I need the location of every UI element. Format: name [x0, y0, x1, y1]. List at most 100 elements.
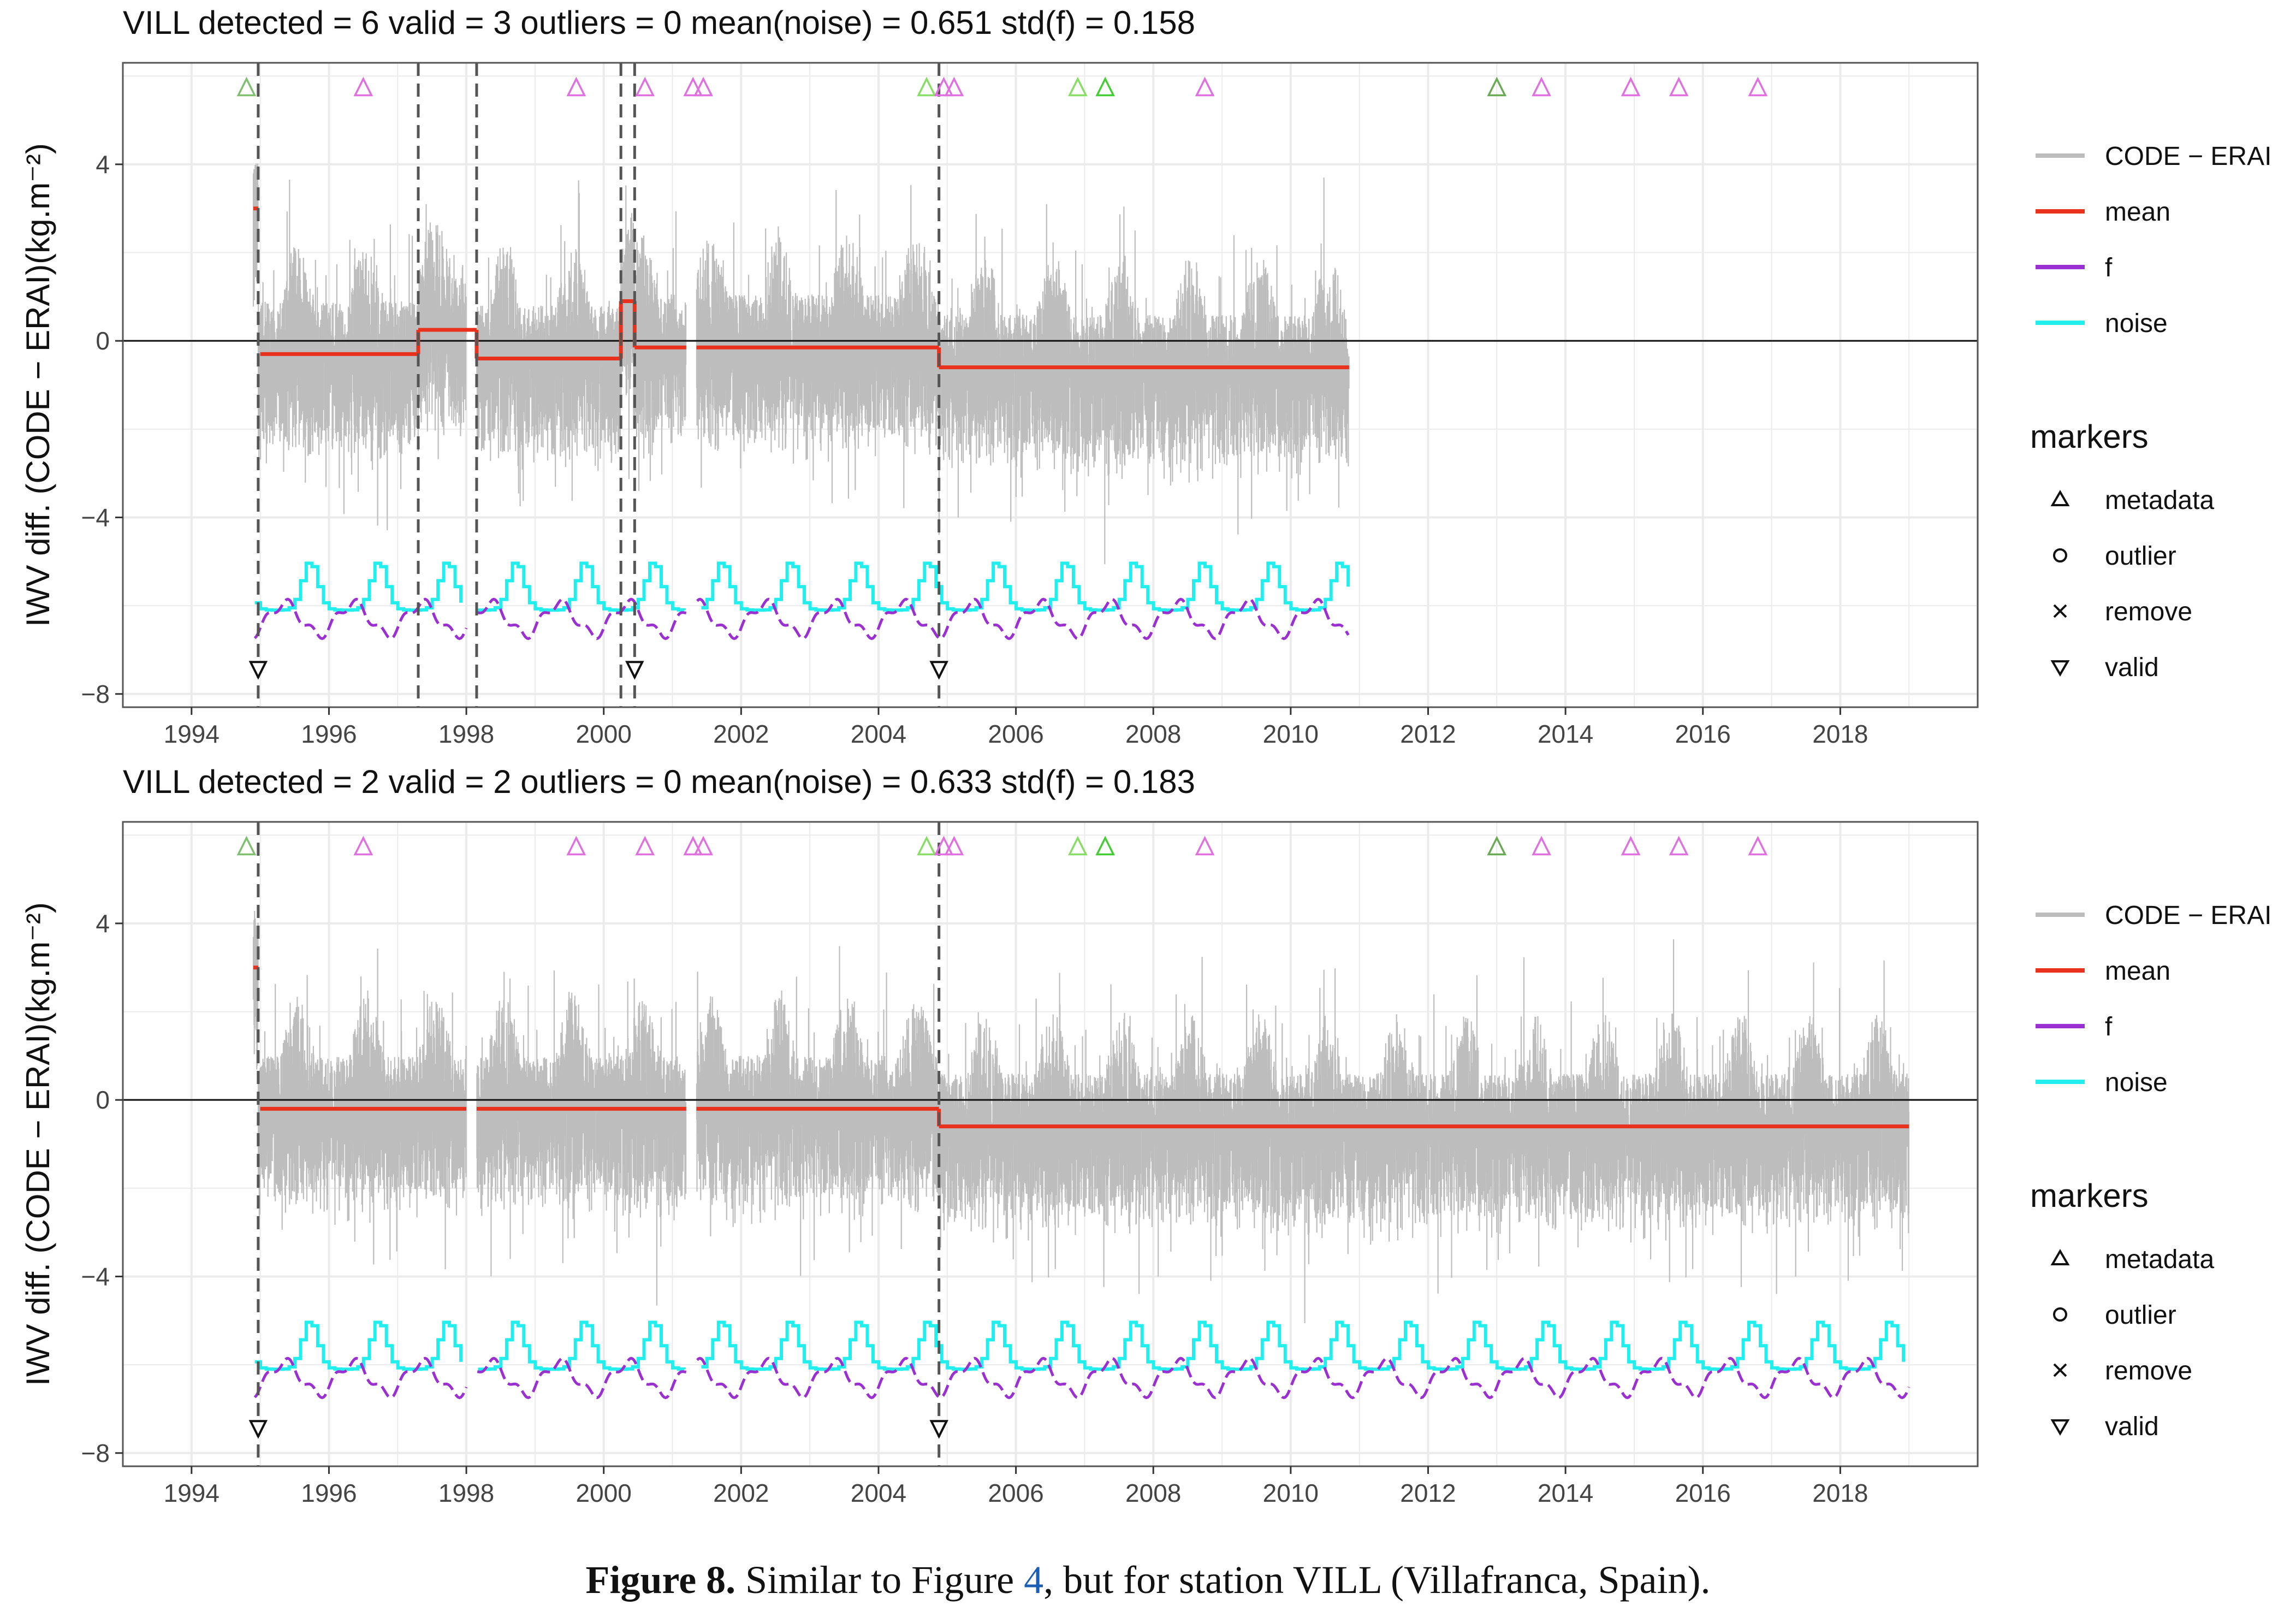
chart-panel-1: VILL detected = 6 valid = 3 outliers = 0…	[20, 4, 2271, 748]
valid-symbol-icon	[2050, 660, 2070, 677]
markers-legend-label: remove	[2105, 597, 2192, 626]
metadata-marker	[934, 836, 954, 856]
metadata-marker	[1067, 836, 1088, 856]
legend-label: noise	[2105, 309, 2168, 338]
metadata-marker	[1748, 76, 1768, 97]
x-tick-label: 2000	[576, 720, 632, 748]
y-tick-label: 4	[96, 150, 110, 179]
legend-label: noise	[2105, 1068, 2168, 1097]
metadata-symbol-icon	[2050, 1249, 2070, 1265]
x-tick-label: 2012	[1400, 1479, 1456, 1507]
legend: CODE − ERAI mean f noise markers metadata outl…	[2030, 901, 2271, 1441]
metadata-marker	[635, 836, 655, 856]
x-tick-label: 1998	[438, 720, 494, 748]
x-tick-label: 2006	[988, 1479, 1043, 1507]
metadata-marker	[1487, 836, 1507, 856]
valid-marker	[248, 661, 268, 680]
x-tick-label: 2010	[1263, 1479, 1319, 1507]
y-axis-label: IWV diff. (CODE − ERAI)(kg.m⁻²)	[20, 902, 56, 1386]
markers-legend-label: remove	[2105, 1357, 2192, 1385]
legend-label: mean	[2105, 198, 2170, 227]
legend-label: CODE − ERAI	[2105, 142, 2271, 171]
panel-border	[122, 62, 1979, 708]
metadata-marker	[693, 836, 713, 856]
y-tick-label: −4	[81, 503, 110, 531]
outlier-symbol-icon	[2053, 1307, 2067, 1322]
series-noise	[254, 1320, 1906, 1371]
caption-text-after: , but for station VILL (Villafranca, Spa…	[1043, 1558, 1711, 1602]
x-tick-label: 1994	[164, 720, 219, 748]
x-tick-label: 1996	[301, 720, 357, 748]
x-tick-label: 2002	[713, 720, 769, 748]
x-tick-label: 2004	[851, 1479, 906, 1507]
metadata-marker	[934, 76, 954, 97]
valid-marker	[248, 1420, 268, 1439]
metadata-marker	[1669, 76, 1689, 97]
markers-legend-label: metadata	[2105, 486, 2214, 515]
x-tick-label: 1998	[438, 1479, 494, 1507]
legend-label: CODE − ERAI	[2105, 901, 2271, 930]
panel-border	[122, 821, 1979, 1467]
x-tick-label: 2010	[1263, 720, 1319, 748]
markers-legend-label: metadata	[2105, 1245, 2214, 1274]
remove-symbol-icon	[2053, 1363, 2067, 1377]
valid-marker	[625, 661, 644, 680]
caption-label: Figure 8.	[585, 1558, 736, 1602]
x-tick-label: 2002	[713, 1479, 769, 1507]
x-tick-label: 2018	[1812, 720, 1868, 748]
x-tick-label: 1996	[301, 1479, 357, 1507]
x-tick-label: 2004	[851, 720, 906, 748]
metadata-marker	[566, 836, 586, 856]
metadata-marker	[1621, 76, 1641, 97]
metadata-symbol-icon	[2050, 490, 2070, 506]
metadata-marker	[1095, 76, 1115, 97]
y-tick-label: −4	[81, 1262, 110, 1290]
markers-legend-label: valid	[2105, 1412, 2159, 1441]
figure-caption: Figure 8. Similar to Figure 4, but for s…	[0, 1557, 2296, 1603]
metadata-marker	[917, 836, 936, 856]
metadata-marker	[353, 76, 373, 97]
y-tick-label: −8	[81, 1439, 110, 1467]
metadata-marker	[693, 76, 713, 97]
chart-panel-2: VILL detected = 2 valid = 2 outliers = 0…	[20, 763, 2271, 1507]
metadata-marker	[353, 836, 373, 856]
x-tick-label: 2016	[1675, 1479, 1731, 1507]
legend-label: mean	[2105, 957, 2170, 986]
valid-marker	[929, 661, 948, 680]
x-tick-label: 2008	[1125, 720, 1181, 748]
series-f	[253, 597, 1350, 641]
legend-label: f	[2105, 253, 2113, 282]
y-tick-label: −8	[81, 680, 110, 708]
series-f	[253, 1357, 1911, 1400]
metadata-marker	[683, 836, 703, 856]
metadata-marker	[1067, 76, 1088, 97]
x-tick-label: 2006	[988, 720, 1043, 748]
markers-legend-title: markers	[2030, 1177, 2149, 1214]
legend: CODE − ERAI mean f noise markers metadata outl…	[2030, 142, 2271, 682]
metadata-marker	[944, 76, 964, 97]
metadata-marker	[236, 76, 257, 97]
chart-title: VILL detected = 2 valid = 2 outliers = 0…	[123, 763, 1195, 800]
chart-title: VILL detected = 6 valid = 3 outliers = 0…	[123, 4, 1195, 41]
metadata-marker	[566, 76, 586, 97]
x-tick-label: 2014	[1538, 720, 1593, 748]
metadata-marker	[1669, 836, 1689, 856]
figure: VILL detected = 6 valid = 3 outliers = 0…	[20, 4, 2271, 1507]
valid-symbol-icon	[2050, 1419, 2070, 1436]
metadata-marker	[236, 836, 257, 856]
caption-figure-ref-link[interactable]: 4	[1024, 1558, 1044, 1602]
series-mean	[253, 206, 1349, 370]
y-tick-label: 0	[96, 1086, 110, 1114]
metadata-marker	[1532, 76, 1551, 97]
x-tick-label: 2008	[1125, 1479, 1181, 1507]
series-noise	[254, 561, 1350, 612]
valid-marker	[929, 1420, 948, 1439]
x-tick-label: 2016	[1675, 720, 1731, 748]
metadata-marker	[683, 76, 703, 97]
y-tick-label: 4	[96, 909, 110, 938]
y-axis-label: IWV diff. (CODE − ERAI)(kg.m⁻²)	[20, 143, 56, 627]
metadata-marker	[944, 836, 964, 856]
metadata-marker	[1195, 836, 1215, 856]
x-tick-label: 2000	[576, 1479, 632, 1507]
metadata-marker	[1195, 76, 1215, 97]
